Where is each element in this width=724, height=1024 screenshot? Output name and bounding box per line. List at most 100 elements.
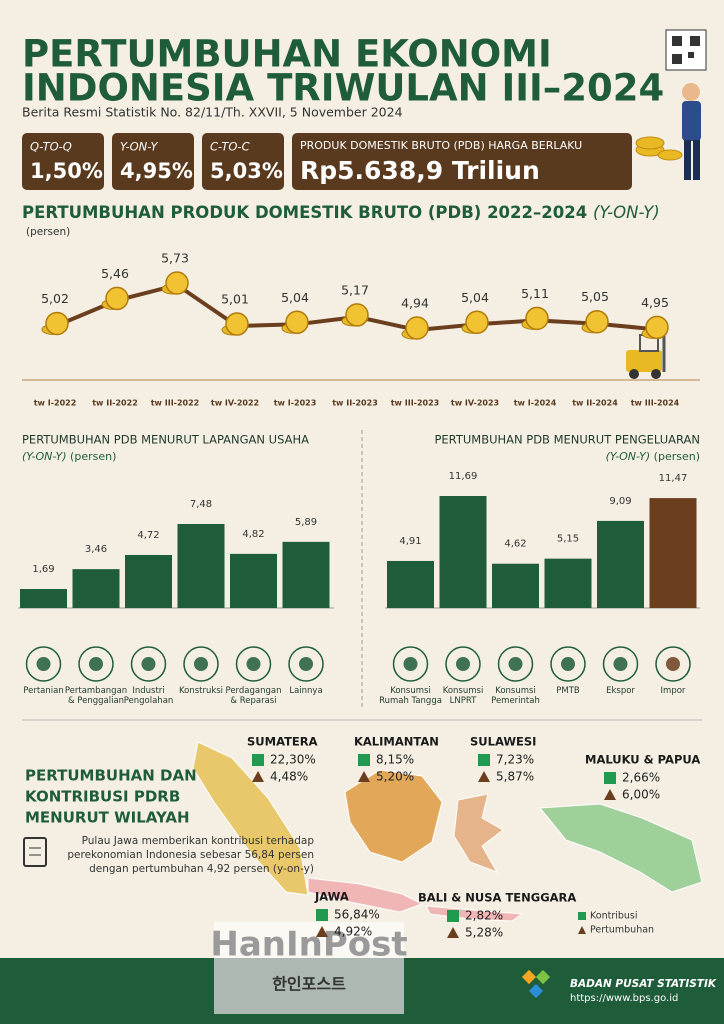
- region-name: JAWA: [314, 890, 349, 904]
- region-growth: 6,00%: [622, 788, 660, 802]
- region-name: MALUKU & PAPUA: [585, 753, 700, 767]
- x-tick-label: Pertanian: [23, 686, 64, 696]
- data-label: 11,47: [659, 473, 688, 484]
- footer-org: BADAN PUSAT STATISTIK: [570, 978, 717, 990]
- region-growth: 5,28%: [465, 926, 503, 940]
- contribution-icon: [478, 754, 490, 766]
- chart-title: PERTUMBUHAN PDB MENURUT PENGELUARAN: [434, 433, 700, 447]
- bar: [649, 498, 697, 608]
- legend-swatch: [578, 926, 586, 934]
- unit-label: (persen): [654, 450, 700, 463]
- x-tick-label: tw I-2024: [514, 399, 557, 408]
- title: INDONESIA TRIWULAN III–2024: [22, 67, 664, 110]
- region-name: BALI & NUSA TENGGARA: [418, 891, 576, 905]
- contribution-icon: [316, 909, 328, 921]
- x-tick-label: Konsumsi LNPRT: [442, 686, 484, 706]
- coin-marker: [465, 310, 489, 335]
- bar: [230, 553, 277, 608]
- x-tick-label: Ekspor: [606, 686, 635, 696]
- title: PERTUMBUHAN EKONOMI: [22, 33, 552, 76]
- qr-code: [688, 52, 694, 58]
- illustration: [635, 83, 701, 180]
- data-label: 5,46: [101, 266, 129, 281]
- data-label: 5,15: [557, 534, 579, 545]
- data-label: 9,09: [609, 496, 631, 507]
- x-tick-label: PMTB: [556, 686, 580, 696]
- category-icon: [508, 657, 523, 671]
- coin-marker: [405, 316, 429, 340]
- bar: [177, 524, 225, 608]
- chart-subtitle: (Y-ON-Y): [606, 450, 651, 463]
- legend-label: Pertumbuhan: [590, 925, 654, 936]
- bar: [282, 541, 330, 608]
- x-tick-label: Lainnya: [289, 686, 323, 696]
- category-icon: [36, 657, 51, 671]
- coin-marker: [345, 303, 369, 327]
- x-tick-label: Konsumsi Pemerintah: [491, 686, 540, 706]
- x-tick-label: tw I-2022: [34, 399, 77, 408]
- category-icon: [141, 657, 156, 671]
- growth-icon: [478, 771, 490, 782]
- data-label: 5,11: [521, 286, 549, 301]
- summary-box: [202, 133, 284, 190]
- x-tick-label: Perdagangan & Reparasi: [225, 686, 282, 706]
- coin-marker: [285, 310, 309, 335]
- data-label: 5,04: [281, 290, 309, 305]
- region-growth: 4,48%: [270, 770, 308, 784]
- subtitle: Berita Resmi Statistik No. 82/11/Th. XXV…: [22, 105, 403, 120]
- watermark-bg: [214, 958, 404, 1014]
- data-label: 4,82: [242, 529, 264, 540]
- legend-swatch: [578, 912, 586, 920]
- contribution-icon: [358, 754, 370, 766]
- section-title: MENURUT WILAYAH: [25, 809, 190, 827]
- growth-icon: [358, 771, 370, 782]
- category-icon: [561, 657, 575, 671]
- summary-label: Y-ON-Y: [120, 140, 159, 154]
- category-icon: [403, 657, 418, 671]
- region-growth: 4,92%: [334, 925, 372, 939]
- category-icon: [613, 657, 628, 671]
- region-name: SULAWESI: [470, 735, 536, 749]
- chart-title: PERTUMBUHAN PRODUK DOMESTIK BRUTO (PDB) …: [22, 203, 660, 222]
- region-contribution: 8,15%: [376, 753, 414, 767]
- data-label: 4,72: [137, 530, 159, 541]
- summary-box: [22, 133, 104, 190]
- x-tick-label: tw I-2023: [274, 399, 317, 408]
- x-tick-label: tw III-2024: [631, 399, 680, 408]
- x-tick-label: tw III-2022: [151, 399, 200, 408]
- category-icon: [246, 657, 261, 671]
- region-name: KALIMANTAN: [354, 735, 439, 749]
- bar: [72, 569, 120, 608]
- x-tick-label: tw IV-2022: [211, 399, 259, 408]
- category-icon: [456, 657, 470, 671]
- summary-value: 4,95%: [120, 159, 193, 183]
- chart-title-suffix: (Y-ON-Y): [593, 203, 660, 222]
- chart-title: PERTUMBUHAN PRODUK DOMESTIK BRUTO (PDB) …: [22, 203, 587, 222]
- contribution-icon: [604, 772, 616, 784]
- bar: [597, 520, 644, 608]
- coin-marker: [165, 271, 189, 295]
- region-contribution: 7,23%: [496, 753, 534, 767]
- growth-icon: [604, 789, 616, 800]
- chart-subtitle: (Y-ON-Y): [22, 450, 67, 463]
- qr-code: [672, 54, 682, 64]
- coin-marker: [225, 312, 249, 336]
- chart-subtitle: (Y-ON-Y) (persen): [606, 450, 700, 463]
- growth-icon: [447, 927, 459, 938]
- summary-label: Q-TO-Q: [30, 140, 72, 154]
- qr-code: [690, 36, 700, 46]
- pdb-box: [292, 133, 632, 190]
- bar: [492, 563, 539, 608]
- data-label: 5,17: [341, 282, 369, 297]
- bar: [387, 560, 434, 608]
- footer-url: https://www.bps.go.id: [570, 993, 678, 1004]
- region-contribution: 2,66%: [622, 771, 660, 785]
- region-growth: 5,87%: [496, 770, 534, 784]
- x-tick-label: tw IV-2023: [451, 399, 499, 408]
- coin-marker: [645, 315, 669, 340]
- region-contribution: 2,82%: [465, 909, 503, 923]
- bps-logo: [521, 969, 551, 999]
- data-label: 4,62: [504, 539, 526, 550]
- x-tick-label: tw III-2023: [391, 399, 440, 408]
